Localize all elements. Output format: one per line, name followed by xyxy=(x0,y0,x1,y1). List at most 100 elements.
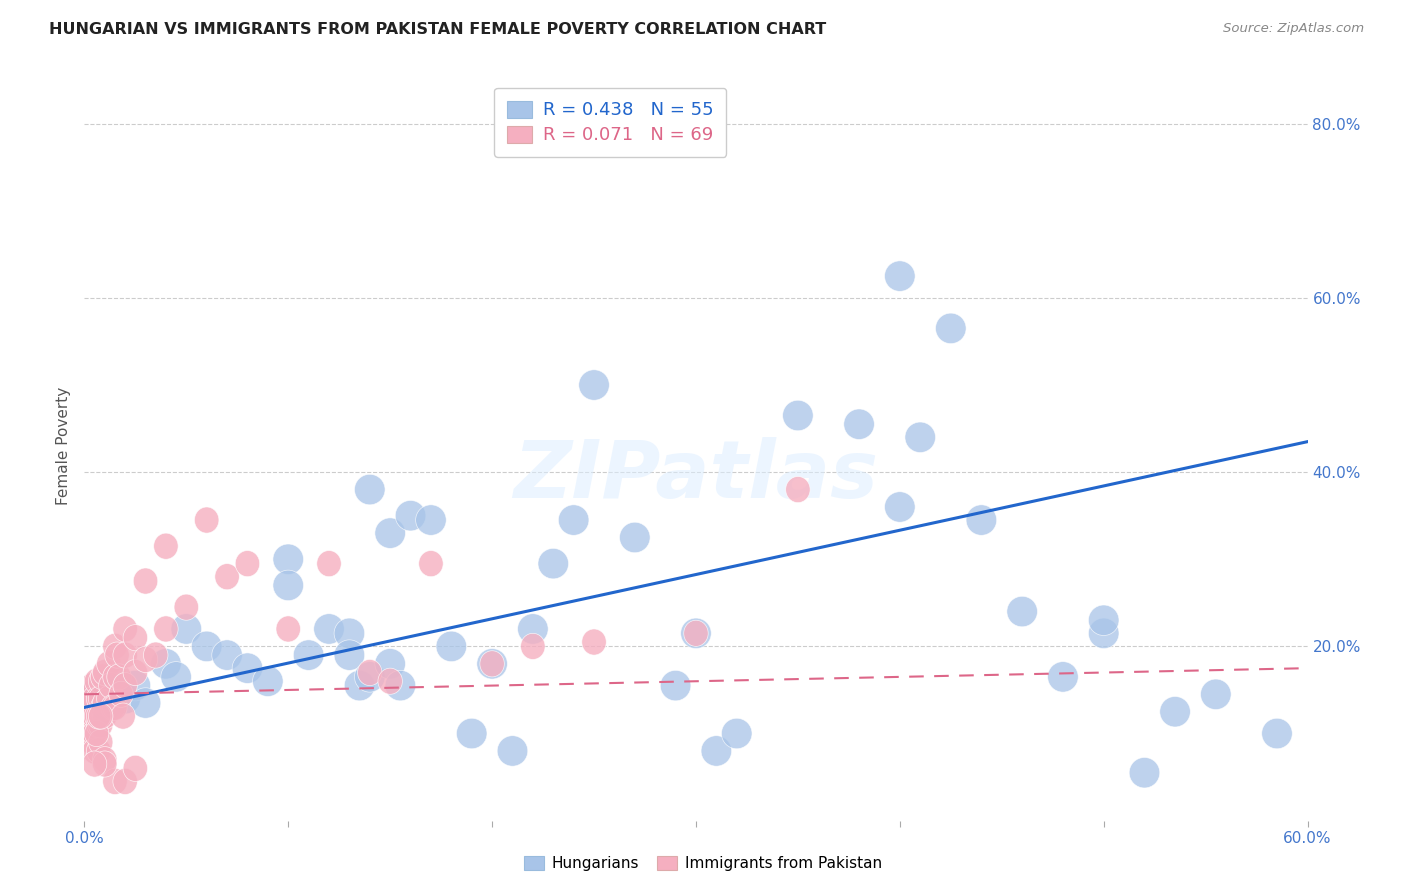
Ellipse shape xyxy=(89,686,112,712)
Ellipse shape xyxy=(1088,618,1119,648)
Ellipse shape xyxy=(1088,605,1119,635)
Ellipse shape xyxy=(172,614,201,644)
Ellipse shape xyxy=(83,751,107,777)
Ellipse shape xyxy=(103,633,127,659)
Ellipse shape xyxy=(354,475,385,505)
Ellipse shape xyxy=(884,260,915,292)
Ellipse shape xyxy=(215,564,239,590)
Ellipse shape xyxy=(683,620,709,647)
Ellipse shape xyxy=(520,633,546,659)
Ellipse shape xyxy=(212,640,242,671)
Ellipse shape xyxy=(104,642,129,668)
Ellipse shape xyxy=(276,615,301,642)
Ellipse shape xyxy=(1129,757,1160,788)
Ellipse shape xyxy=(335,618,364,648)
Ellipse shape xyxy=(538,549,568,579)
Ellipse shape xyxy=(93,703,117,729)
Ellipse shape xyxy=(579,370,609,401)
Ellipse shape xyxy=(93,751,117,777)
Ellipse shape xyxy=(344,671,375,701)
Ellipse shape xyxy=(1201,679,1232,709)
Ellipse shape xyxy=(681,618,711,648)
Ellipse shape xyxy=(517,614,548,644)
Ellipse shape xyxy=(107,664,131,690)
Ellipse shape xyxy=(357,659,382,686)
Ellipse shape xyxy=(702,736,731,766)
Text: ZIPatlas: ZIPatlas xyxy=(513,437,879,515)
Ellipse shape xyxy=(1261,718,1292,748)
Ellipse shape xyxy=(194,507,219,533)
Ellipse shape xyxy=(76,712,101,738)
Ellipse shape xyxy=(335,640,364,671)
Ellipse shape xyxy=(253,666,283,697)
Ellipse shape xyxy=(112,615,138,642)
Ellipse shape xyxy=(93,747,117,772)
Ellipse shape xyxy=(89,703,112,729)
Ellipse shape xyxy=(97,651,121,677)
Legend: Hungarians, Immigrants from Pakistan: Hungarians, Immigrants from Pakistan xyxy=(517,850,889,877)
Ellipse shape xyxy=(235,550,260,577)
Ellipse shape xyxy=(153,533,179,559)
Ellipse shape xyxy=(86,712,111,738)
Ellipse shape xyxy=(134,647,157,673)
Ellipse shape xyxy=(935,313,966,343)
Ellipse shape xyxy=(314,614,344,644)
Ellipse shape xyxy=(1160,697,1191,727)
Ellipse shape xyxy=(83,703,107,729)
Ellipse shape xyxy=(457,718,486,748)
Ellipse shape xyxy=(79,721,103,747)
Ellipse shape xyxy=(120,671,150,701)
Ellipse shape xyxy=(150,648,181,679)
Ellipse shape xyxy=(80,673,105,698)
Ellipse shape xyxy=(79,681,103,707)
Ellipse shape xyxy=(101,694,125,721)
Ellipse shape xyxy=(477,648,508,679)
Ellipse shape xyxy=(97,686,121,712)
Ellipse shape xyxy=(93,659,117,686)
Ellipse shape xyxy=(395,500,426,531)
Ellipse shape xyxy=(86,703,111,729)
Ellipse shape xyxy=(160,662,191,692)
Ellipse shape xyxy=(134,568,157,594)
Ellipse shape xyxy=(844,409,875,440)
Ellipse shape xyxy=(479,651,505,677)
Ellipse shape xyxy=(174,594,198,620)
Ellipse shape xyxy=(498,736,527,766)
Ellipse shape xyxy=(436,632,467,662)
Ellipse shape xyxy=(89,668,112,694)
Ellipse shape xyxy=(108,681,134,707)
Ellipse shape xyxy=(143,642,167,668)
Ellipse shape xyxy=(93,690,117,716)
Legend: R = 0.438   N = 55, R = 0.071   N = 69: R = 0.438 N = 55, R = 0.071 N = 69 xyxy=(495,88,727,157)
Ellipse shape xyxy=(378,668,402,694)
Ellipse shape xyxy=(100,674,131,706)
Ellipse shape xyxy=(98,673,124,698)
Ellipse shape xyxy=(84,721,108,747)
Ellipse shape xyxy=(76,694,101,721)
Ellipse shape xyxy=(83,686,107,712)
Ellipse shape xyxy=(385,671,416,701)
Ellipse shape xyxy=(131,688,160,718)
Text: Source: ZipAtlas.com: Source: ZipAtlas.com xyxy=(1223,22,1364,36)
Ellipse shape xyxy=(112,642,138,668)
Ellipse shape xyxy=(191,632,222,662)
Ellipse shape xyxy=(620,522,650,553)
Ellipse shape xyxy=(124,624,148,651)
Ellipse shape xyxy=(86,686,111,712)
Ellipse shape xyxy=(153,615,179,642)
Ellipse shape xyxy=(354,662,385,692)
Ellipse shape xyxy=(273,544,304,574)
Ellipse shape xyxy=(905,422,935,452)
Ellipse shape xyxy=(419,550,443,577)
Ellipse shape xyxy=(582,629,606,655)
Ellipse shape xyxy=(89,729,112,756)
Ellipse shape xyxy=(721,718,752,748)
Ellipse shape xyxy=(273,570,304,600)
Ellipse shape xyxy=(90,664,115,690)
Ellipse shape xyxy=(783,401,813,431)
Y-axis label: Female Poverty: Female Poverty xyxy=(56,387,72,505)
Ellipse shape xyxy=(884,491,915,522)
Text: HUNGARIAN VS IMMIGRANTS FROM PAKISTAN FEMALE POVERTY CORRELATION CHART: HUNGARIAN VS IMMIGRANTS FROM PAKISTAN FE… xyxy=(49,22,827,37)
Ellipse shape xyxy=(375,648,405,679)
Ellipse shape xyxy=(232,653,263,683)
